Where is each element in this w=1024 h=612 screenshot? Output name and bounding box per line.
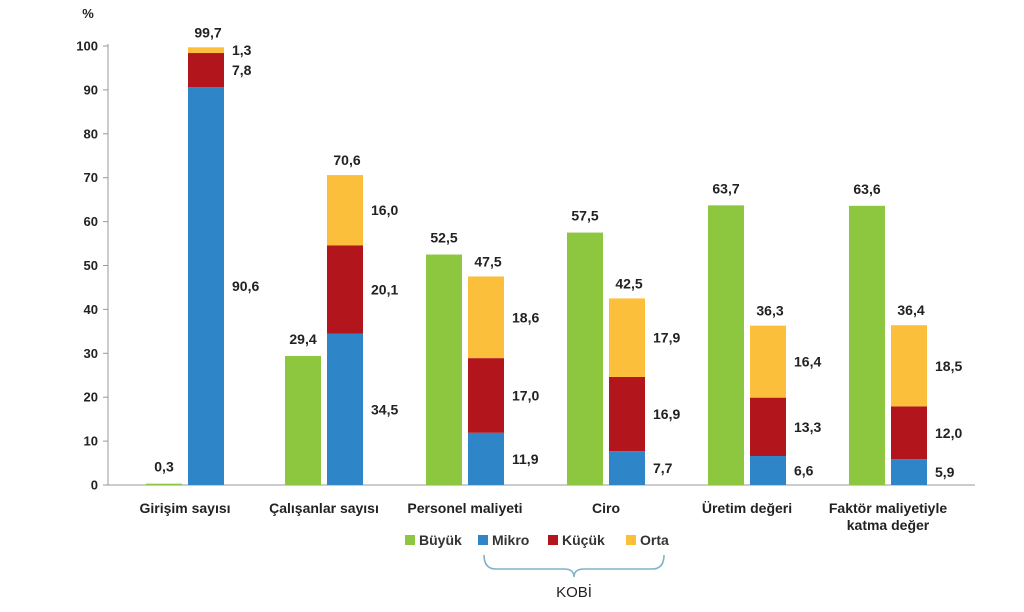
value-label-buyuk: 63,7 (712, 180, 739, 196)
value-label-kk: 13,3 (794, 419, 821, 435)
legend-label: Orta (640, 532, 669, 548)
bar-buyuk (849, 205, 885, 485)
x-category-label: Faktör maliyetiyle (829, 500, 947, 516)
bar-orta (327, 175, 363, 246)
bar-mikro (750, 456, 786, 485)
bar-orta (891, 325, 927, 407)
x-category-label: Çalışanlar sayısı (269, 500, 379, 516)
value-label-kk: 20,1 (371, 281, 398, 297)
x-category-label: Ciro (592, 500, 620, 516)
value-label-orta: 18,5 (935, 358, 962, 374)
y-tick-label: 100 (76, 39, 98, 54)
kobi-brace (483, 554, 665, 578)
y-tick-label: 40 (84, 302, 98, 317)
value-label-orta: 16,4 (794, 354, 821, 370)
bar-kk (891, 406, 927, 460)
bar-orta (750, 325, 786, 398)
legend-swatch-orta (626, 535, 636, 545)
x-category-label: katma değer (847, 517, 930, 533)
value-label-orta: 1,3 (232, 42, 252, 58)
value-label-kk: 7,8 (232, 62, 252, 78)
value-label-mikro: 5,9 (935, 464, 955, 480)
bar-kk (609, 377, 645, 452)
bar-mikro (188, 87, 224, 486)
bar-kk (188, 53, 224, 88)
bar-buyuk (285, 355, 321, 485)
value-label-orta: 16,0 (371, 202, 398, 218)
value-label-mikro: 7,7 (653, 460, 673, 476)
value-label-buyuk: 0,3 (154, 459, 174, 475)
y-tick-label: 80 (84, 126, 98, 141)
bar-mikro (891, 459, 927, 485)
legend-label: Küçük (562, 532, 605, 548)
value-label-kobi-total: 99,7 (194, 24, 221, 40)
y-tick-label: 60 (84, 214, 98, 229)
bar-kk (468, 358, 504, 433)
bar-kk (750, 397, 786, 457)
bar-mikro (468, 432, 504, 485)
bar-orta (609, 298, 645, 378)
bar-buyuk (146, 483, 182, 485)
legend-label: Büyük (419, 532, 462, 548)
y-tick-label: 90 (84, 82, 98, 97)
y-tick-label: 20 (84, 390, 98, 405)
y-tick-label: 70 (84, 170, 98, 185)
bar-orta (188, 47, 224, 54)
y-tick-label: 50 (84, 258, 98, 273)
y-tick-label: 0 (91, 478, 98, 493)
value-label-mikro: 6,6 (794, 463, 814, 479)
bar-orta (468, 276, 504, 359)
value-label-buyuk: 63,6 (853, 181, 880, 197)
legend-swatch-kk (548, 535, 558, 545)
legend-swatch-byk (405, 535, 415, 545)
value-label-mikro: 11,9 (512, 451, 539, 467)
legend-label: Mikro (492, 532, 529, 548)
value-label-kobi-total: 47,5 (474, 253, 501, 269)
x-category-label: Üretim değeri (702, 500, 792, 516)
value-label-orta: 17,9 (653, 330, 680, 346)
bar-kk (327, 245, 363, 334)
value-label-kk: 17,0 (512, 387, 539, 403)
value-label-kobi-total: 70,6 (333, 152, 360, 168)
value-label-kobi-total: 36,4 (897, 302, 924, 318)
value-label-buyuk: 29,4 (289, 331, 316, 347)
value-label-mikro: 90,6 (232, 278, 259, 294)
value-label-kk: 12,0 (935, 425, 962, 441)
value-label-orta: 18,6 (512, 309, 539, 325)
legend-swatch-mikro (478, 535, 488, 545)
bar-mikro (609, 451, 645, 485)
y-tick-label: 10 (84, 434, 98, 449)
value-label-kobi-total: 42,5 (615, 275, 642, 291)
value-label-kobi-total: 36,3 (756, 303, 783, 319)
x-category-label: Personel maliyeti (407, 500, 522, 516)
value-label-kk: 16,9 (653, 406, 680, 422)
bar-buyuk (567, 232, 603, 485)
x-category-label: Girişim sayısı (139, 500, 230, 516)
bar-mikro (327, 333, 363, 485)
y-axis-title: % (82, 6, 94, 21)
value-label-mikro: 34,5 (371, 401, 398, 417)
bar-buyuk (708, 205, 744, 485)
y-tick-label: 30 (84, 346, 98, 361)
value-label-buyuk: 57,5 (571, 208, 598, 224)
kobi-label: KOBİ (556, 583, 592, 601)
bar-buyuk (426, 254, 462, 485)
value-label-buyuk: 52,5 (430, 230, 457, 246)
